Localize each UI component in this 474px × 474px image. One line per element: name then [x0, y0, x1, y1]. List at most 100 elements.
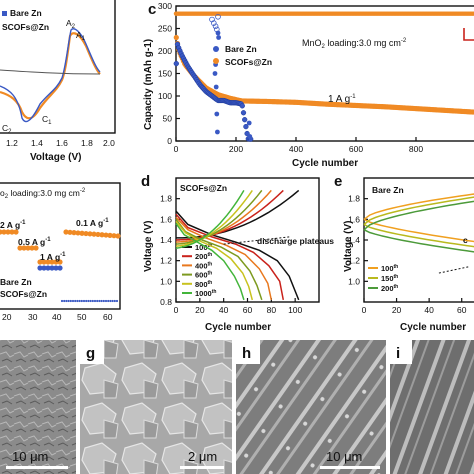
charge-curve [363, 200, 474, 231]
panel-c-xlabel: Cycle number [292, 158, 358, 169]
bare-rate-point [80, 299, 83, 303]
bare-capacity-point [216, 35, 222, 40]
y-tick-label: 1.8 [348, 194, 360, 204]
charge-curve [175, 189, 272, 243]
bare-rate-point [102, 299, 105, 303]
bare-rate-point [65, 299, 68, 303]
scofs-rate-point [29, 245, 35, 251]
sem-image-h [236, 340, 386, 474]
y-tick-label: 0.8 [160, 297, 172, 307]
bare-capacity-point [242, 117, 248, 123]
bare-rate-point [96, 299, 99, 303]
rate-capability-chart [0, 229, 121, 303]
discharge-curve [363, 229, 474, 253]
bare-rate-point [104, 299, 108, 303]
y-tick-label: 1.4 [348, 235, 360, 245]
scale-bar [6, 466, 68, 469]
legend-marker-scofs [213, 58, 219, 64]
scofs-rate-point [5, 229, 11, 235]
sem-letter-bg-h [236, 340, 260, 364]
legend-label: 200th [195, 252, 212, 261]
panel-letter-c: c [148, 1, 156, 18]
panel-d-tag: SCOFs@Zn [180, 183, 227, 193]
bare-ce-point [212, 23, 219, 30]
discharge-curve [363, 223, 474, 248]
sem-letter-bg-i [390, 340, 412, 364]
bare-rate-point [98, 299, 101, 303]
peak-a2: A2 [66, 18, 76, 30]
x-tick-label: 600 [349, 144, 363, 154]
scale-bar [320, 466, 380, 469]
x-tick-label: 0 [174, 305, 179, 315]
panel-a-xlabel: Voltage (V) [30, 152, 81, 163]
x-tick-label: 2.0 [103, 138, 115, 148]
bare-rate-point [37, 265, 43, 271]
y-tick-label: 1.0 [348, 276, 360, 286]
legend-label: 100th [381, 264, 398, 273]
scofs-rate-point [67, 229, 73, 235]
y-tick-label: 1.6 [348, 214, 360, 224]
panel-b-xticks: 20 30 40 50 60 [2, 312, 113, 322]
y-tick-label: 300 [158, 1, 172, 11]
legend-label: 400th [195, 261, 212, 270]
capacity-chart: 0 50 100 150 200 250 300 0 200 400 600 800 [158, 1, 474, 154]
legend-label: 100th [195, 243, 212, 252]
x-tick-label: 60 [243, 305, 253, 315]
scofs-rate-point [99, 232, 105, 238]
rate-label-2: 2 A g-1 [0, 220, 26, 230]
bare-rate-point [115, 299, 119, 303]
panel-b-loading-note: o2 loading:3.0 mg cm-2 [0, 188, 86, 200]
panel-c-plot-frame [175, 5, 474, 142]
x-tick-label: 200 [229, 144, 243, 154]
discharge-curve [175, 213, 285, 301]
bare-capacity-point [215, 129, 220, 135]
peak-c2: C2 [2, 123, 12, 135]
bare-rate-point [63, 299, 66, 303]
sem-letter-g: g [86, 345, 95, 362]
plateau-guide [438, 266, 469, 274]
bare-rate-point [78, 299, 81, 303]
sem-image-g [80, 340, 232, 474]
scofs-rate-point [49, 259, 55, 265]
y-tick-label: 200 [158, 46, 172, 56]
legend-label: 800th [195, 280, 212, 289]
sem-letter-i: i [396, 345, 400, 362]
scofs-rate-point [107, 232, 113, 238]
x-tick-label: 80 [267, 305, 277, 315]
bare-capacity-point [212, 71, 218, 76]
rate-label-0-1: 0.1 A g-1 [76, 218, 109, 228]
charge-curve [175, 190, 245, 250]
y-tick-label: 0 [167, 136, 172, 146]
bare-rate-point [60, 299, 64, 303]
panel-b: o2 loading:3.0 mg cm-2 2 A g-1 0.5 A g-1… [0, 182, 121, 322]
bare-ce-point [211, 20, 217, 26]
panel-a-frame [0, 0, 116, 134]
scofs-rate-point [83, 230, 89, 237]
x-tick-label: 20 [195, 305, 205, 315]
legend-label: 150th [381, 274, 398, 283]
legend-label: 1000th [195, 289, 216, 298]
rate-label-1: 1 A g-1 [40, 252, 66, 262]
y-tick-label: 1.0 [160, 276, 172, 286]
bare-rate-point [113, 299, 116, 303]
panel-c-rate: 1 A g-1 [328, 94, 356, 105]
bare-capacity-point [240, 110, 247, 116]
bare-capacity-point [246, 120, 252, 126]
charge-curve [363, 193, 474, 220]
scofs-rate-point [13, 229, 19, 235]
scofs-rate-point [75, 230, 81, 236]
legend-scofs-label: SCOFs@Zn [0, 289, 47, 299]
panel-e-tag: Bare Zn [372, 185, 404, 195]
legend-marker-bare [213, 46, 219, 52]
bare-rate-point [91, 299, 94, 303]
panel-a: Bare Zn SCOFs@Zn A2 A1 C2 C1 1.2 1.4 1.6… [0, 0, 116, 163]
x-tick-label: 800 [409, 144, 423, 154]
x-tick-label: 0 [362, 305, 367, 315]
scofs-rate-point [95, 231, 101, 238]
legend-scofs-label: SCOFs@Zn [225, 57, 272, 67]
scofs-rate-point [71, 230, 77, 236]
scofs-rate-point [91, 231, 97, 237]
bare-rate-point [74, 299, 77, 303]
panel-a-xticks: 1.2 1.4 1.6 1.8 2.0 [6, 138, 115, 148]
